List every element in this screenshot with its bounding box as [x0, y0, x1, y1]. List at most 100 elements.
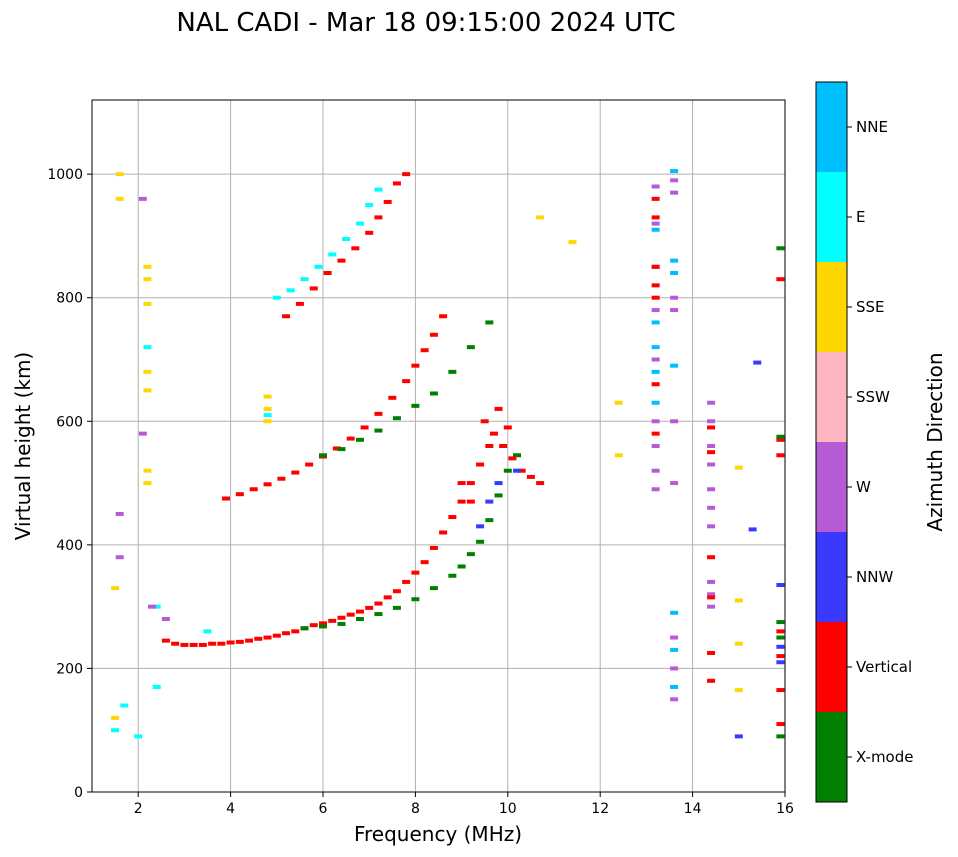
- echo-point: [651, 468, 660, 473]
- echo-point: [707, 579, 716, 584]
- echo-point: [457, 564, 466, 569]
- echo-point: [337, 621, 346, 626]
- echo-point: [138, 431, 147, 436]
- x-tick-label: 2: [134, 801, 143, 817]
- echo-point: [707, 505, 716, 510]
- echo-point: [365, 605, 374, 610]
- echo-point: [776, 583, 785, 588]
- echo-point: [383, 595, 392, 600]
- echo-point: [411, 597, 420, 602]
- echo-point: [226, 640, 235, 645]
- colorbar-label: Vertical: [856, 658, 912, 676]
- echo-point: [337, 615, 346, 620]
- colorbar-label: X-mode: [856, 748, 913, 766]
- echo-point: [429, 545, 438, 550]
- echo-point: [670, 684, 679, 689]
- echo-point: [411, 403, 420, 408]
- echo-point: [734, 734, 743, 739]
- y-tick-label: 800: [56, 291, 83, 307]
- echo-point: [346, 612, 355, 617]
- echo-point: [494, 493, 503, 498]
- echo-point: [111, 728, 120, 733]
- echo-point: [134, 734, 143, 739]
- echo-point: [494, 406, 503, 411]
- echo-point: [651, 345, 660, 350]
- echo-point: [651, 295, 660, 300]
- colorbar-swatch: [816, 262, 847, 352]
- echo-point: [466, 345, 475, 350]
- echo-point: [235, 639, 244, 644]
- echo-point: [309, 623, 318, 628]
- echo-point: [319, 624, 327, 629]
- echo-point: [670, 169, 679, 174]
- echo-point: [392, 416, 401, 421]
- echo-point: [776, 734, 785, 739]
- echo-point: [355, 617, 364, 621]
- echo-point: [402, 172, 411, 177]
- echo-point: [143, 481, 152, 486]
- echo-point: [651, 221, 660, 226]
- echo-point: [374, 601, 383, 606]
- echo-point: [420, 348, 429, 353]
- echo-point: [235, 492, 244, 497]
- x-tick-label: 14: [684, 801, 702, 817]
- colorbar-label: E: [856, 208, 865, 226]
- echo-point: [503, 468, 512, 473]
- echo-point: [485, 499, 494, 504]
- echo-point: [707, 650, 716, 655]
- echo-point: [568, 240, 577, 245]
- echo-point: [614, 400, 623, 405]
- echo-point: [115, 172, 124, 177]
- echo-point: [776, 434, 785, 439]
- echo-point: [776, 654, 785, 659]
- echo-point: [670, 697, 679, 702]
- echo-point: [651, 264, 660, 269]
- echo-point: [614, 453, 623, 458]
- x-axis-label: Frequency (MHz): [354, 822, 522, 846]
- echo-point: [707, 524, 716, 529]
- echo-point: [670, 419, 679, 424]
- echo-point: [466, 499, 475, 504]
- echo-point: [374, 612, 383, 617]
- echo-point: [670, 271, 679, 275]
- echo-point: [180, 642, 189, 647]
- echo-point: [263, 419, 272, 424]
- echo-point: [670, 666, 679, 671]
- echo-point: [249, 487, 258, 492]
- echo-point: [776, 629, 785, 634]
- echo-point: [208, 641, 217, 646]
- echo-point: [429, 586, 438, 591]
- echo-point: [282, 631, 291, 636]
- echo-point: [513, 453, 522, 458]
- echo-point: [300, 626, 309, 631]
- echo-point: [448, 515, 457, 520]
- echo-point: [374, 187, 383, 192]
- echo-point: [670, 363, 679, 368]
- echo-point: [776, 644, 785, 649]
- echo-point: [295, 301, 304, 306]
- echo-point: [161, 638, 170, 643]
- chart-title: NAL CADI - Mar 18 09:15:00 2024 UTC: [176, 8, 675, 38]
- echo-point: [263, 394, 272, 399]
- echo-point: [651, 308, 660, 313]
- colorbar-label: SSW: [856, 388, 890, 406]
- colorbar-label: SSE: [856, 298, 885, 316]
- colorbar-label: NNW: [856, 568, 893, 586]
- echo-point: [439, 530, 448, 535]
- echo-point: [651, 487, 660, 492]
- echo-point: [402, 379, 411, 384]
- echo-point: [670, 258, 679, 263]
- echo-point: [776, 437, 785, 442]
- echo-point: [291, 629, 300, 634]
- echo-point: [198, 642, 207, 647]
- colorbar-swatch: [816, 352, 847, 442]
- echo-point: [651, 283, 660, 288]
- colorbar-label: Azimuth Direction: [923, 352, 947, 531]
- colorbar-label: W: [856, 478, 871, 496]
- echo-point: [254, 636, 263, 641]
- echo-point: [485, 444, 494, 448]
- echo-point: [776, 277, 785, 282]
- echo-point: [365, 203, 374, 208]
- echo-point: [143, 345, 152, 350]
